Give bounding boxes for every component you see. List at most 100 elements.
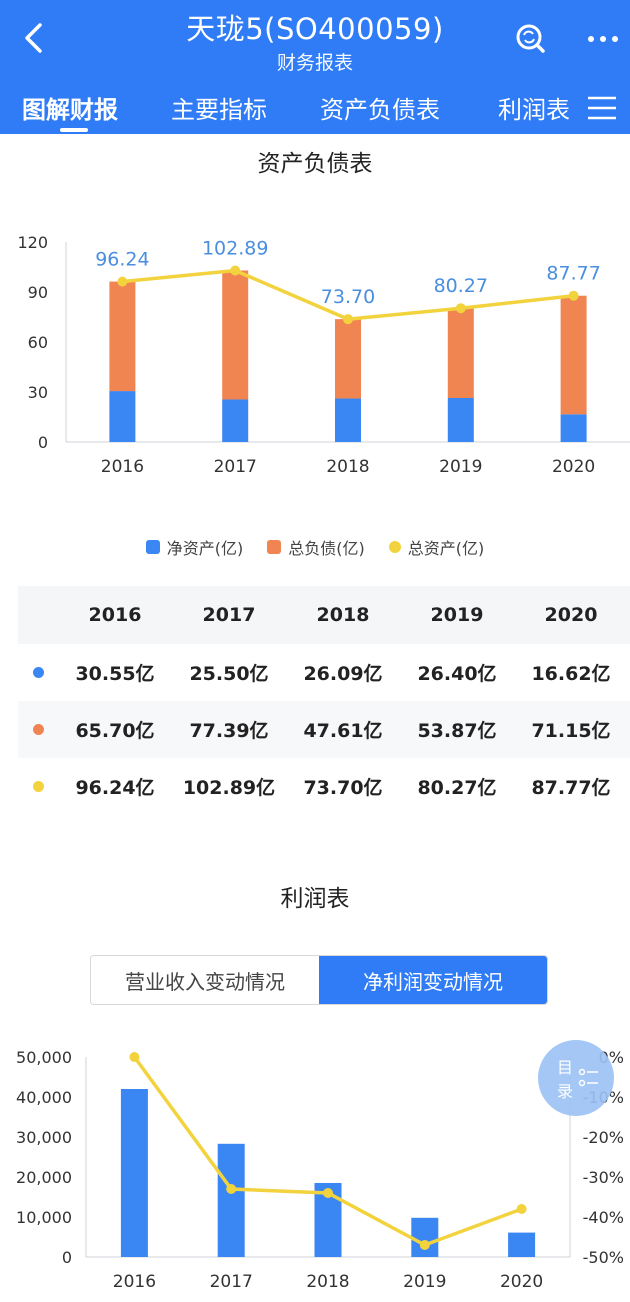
row-marker-liabilities	[18, 724, 58, 735]
bar-liabilities	[109, 281, 136, 392]
x-tick-label: 2018	[326, 457, 369, 477]
legend-swatch-net-assets	[145, 540, 160, 554]
y-tick-label: 0	[38, 433, 48, 452]
table-header-cell: 2018	[316, 604, 370, 626]
x-tick-label: 2018	[306, 1272, 349, 1292]
y-left-tick-label: 30,000	[16, 1128, 72, 1147]
data-label-total-assets: 96.24	[95, 249, 149, 271]
table-header-row: 2016 2017 2018 2019 2020	[18, 586, 630, 644]
segment-net-profit-change[interactable]: 净利润变动情况	[319, 956, 547, 1004]
y-tick-label: 30	[28, 383, 48, 402]
y-left-tick-label: 40,000	[16, 1088, 72, 1107]
tab-bar: 图解财报 主要指标 资产负债表 利润表	[0, 84, 575, 134]
row-marker-total-assets	[18, 781, 58, 792]
data-label-total-assets: 87.77	[546, 263, 600, 285]
y-left-tick-label: 10,000	[16, 1208, 72, 1227]
y-right-tick-label: -20%	[583, 1128, 624, 1147]
x-tick-label: 2017	[214, 457, 257, 477]
bar-liabilities	[222, 270, 249, 400]
table-header-cell: 2020	[544, 604, 598, 626]
y-left-tick-label: 20,000	[16, 1168, 72, 1187]
table-header-cell: 2019	[430, 604, 484, 626]
legend-item-total-assets[interactable]: 总资产(亿)	[388, 535, 485, 559]
data-label-total-assets: 102.89	[202, 238, 268, 260]
bar-liabilities	[335, 319, 361, 399]
point-total-assets	[117, 276, 128, 287]
page-subtitle: 财务报表	[276, 52, 353, 74]
chevron-left-icon	[25, 23, 42, 53]
legend-swatch-liabilities	[267, 540, 282, 554]
more-button[interactable]	[584, 20, 622, 58]
tab-main-indicators[interactable]: 主要指标	[171, 96, 267, 124]
table-cell: 65.70亿	[75, 720, 155, 742]
table-row-net-assets: 30.55亿 25.50亿 26.09亿 26.40亿 16.62亿	[18, 644, 630, 701]
x-tick-label: 2019	[403, 1272, 446, 1292]
x-tick-label: 2016	[113, 1272, 156, 1292]
refresh-search-icon	[516, 24, 545, 53]
bar-net-assets	[109, 391, 136, 442]
x-tick-label: 2020	[500, 1272, 543, 1292]
segment-revenue-change[interactable]: 营业收入变动情况	[91, 956, 319, 1004]
bar-liabilities	[447, 308, 474, 398]
point-net-profit-change	[419, 1240, 430, 1250]
point-net-profit-change	[129, 1052, 140, 1062]
table-cell: 96.24亿	[75, 777, 155, 799]
legend-swatch-total-assets	[388, 541, 401, 553]
x-tick-label: 2016	[101, 457, 144, 477]
back-button[interactable]	[14, 18, 54, 58]
y-tick-label: 60	[28, 333, 48, 352]
row-marker-net-assets	[18, 667, 58, 678]
toc-label-bottom: 录	[557, 1082, 574, 1101]
y-tick-label: 120	[17, 233, 48, 252]
y-left-tick-label: 0	[62, 1248, 72, 1267]
point-net-profit-change	[323, 1188, 333, 1198]
page-title: 天珑5(SO400059)	[186, 12, 444, 46]
table-cell: 77.39亿	[189, 720, 269, 742]
menu-button[interactable]	[584, 92, 620, 124]
table-header-cell: 2017	[202, 604, 256, 626]
point-total-assets	[568, 290, 579, 301]
table-row-liabilities: 65.70亿 77.39亿 47.61亿 53.87亿 71.15亿	[18, 701, 630, 758]
x-tick-label: 2019	[439, 457, 482, 477]
x-tick-label: 2020	[552, 457, 595, 477]
table-cell: 26.09亿	[303, 663, 383, 685]
tab-balance-sheet[interactable]: 资产负债表	[320, 96, 440, 124]
table-cell: 71.15亿	[531, 720, 611, 742]
profit-chart: 010,00020,00030,00040,00050,0000%-10%-20…	[16, 1048, 624, 1292]
data-label-total-assets: 80.27	[434, 275, 488, 297]
point-net-profit-change	[516, 1204, 527, 1214]
balance-data-table: 2016 2017 2018 2019 2020 30.55亿 25.50亿 2…	[18, 586, 630, 815]
legend-item-liabilities[interactable]: 总负债(亿)	[267, 535, 365, 559]
table-header-cell: 2016	[88, 604, 142, 626]
refresh-search-button[interactable]	[512, 20, 550, 58]
bar-net-assets	[222, 399, 249, 442]
legend-item-net-assets[interactable]: 净资产(亿)	[145, 535, 244, 559]
tab-graphic-report[interactable]: 图解财报	[22, 96, 118, 124]
table-cell: 53.87亿	[417, 720, 497, 742]
bar-net-assets	[447, 398, 474, 442]
balance-legend: 净资产(亿) 总负债(亿) 总资产(亿)	[0, 535, 630, 559]
y-right-tick-label: -30%	[583, 1168, 624, 1187]
table-cell: 73.70亿	[303, 777, 383, 799]
legend-label-total-assets: 总资产(亿)	[407, 539, 485, 558]
legend-label-liabilities: 总负债(亿)	[288, 539, 365, 558]
toc-label-top: 目	[557, 1058, 574, 1077]
tab-income-statement[interactable]: 利润表	[498, 96, 570, 124]
legend-label-net-assets: 净资产(亿)	[166, 539, 244, 558]
table-cell: 25.50亿	[189, 663, 269, 685]
table-cell: 102.89亿	[182, 777, 276, 799]
toc-floating-button[interactable]: 目 录	[538, 1040, 614, 1116]
table-cell: 80.27亿	[417, 777, 497, 799]
more-dots-icon	[588, 36, 618, 42]
table-cell: 30.55亿	[75, 663, 155, 685]
bar-net-assets	[335, 398, 361, 442]
bar-liabilities	[560, 295, 587, 415]
table-cell: 47.61亿	[303, 720, 383, 742]
bar-net-profit	[120, 1089, 148, 1257]
point-total-assets	[230, 265, 241, 276]
y-right-tick-label: -50%	[583, 1248, 624, 1267]
point-total-assets	[455, 303, 466, 314]
point-net-profit-change	[226, 1184, 237, 1194]
balance-chart: 0 30 60 90 120 2016 2017 2018 2019 2020 96.24 102.8…	[17, 233, 630, 477]
hamburger-menu-icon	[588, 96, 616, 120]
